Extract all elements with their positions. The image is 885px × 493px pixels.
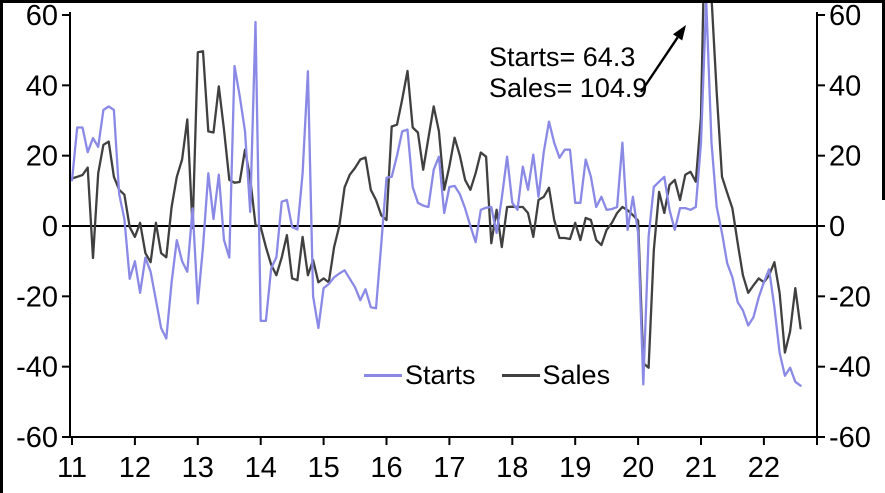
x-axis-labels: 11 12 13 14 15 16 17 18 19 20 21 22 — [57, 452, 780, 484]
legend: Starts Sales — [364, 360, 610, 391]
y-tick-label-left: 0 — [42, 211, 58, 243]
y-tick-label-right: -40 — [829, 352, 871, 384]
legend-label-starts: Starts — [405, 360, 476, 390]
y-tick-label-left: -20 — [16, 281, 58, 313]
y-tick-label-right: 20 — [829, 141, 861, 173]
y-tick-label-right: 60 — [829, 0, 861, 32]
annotation-arrow — [640, 25, 686, 93]
x-tick-label: 18 — [496, 452, 528, 484]
starts-line-swatch — [364, 374, 402, 377]
frame-border-left — [0, 0, 3, 493]
y-tick-label-left: -60 — [16, 422, 58, 454]
starts-line — [70, 3, 802, 387]
x-tick-label: 14 — [245, 452, 277, 484]
x-tick-label: 17 — [433, 452, 465, 484]
x-tick-label: 13 — [182, 452, 214, 484]
y-tick-label-left: -40 — [16, 352, 58, 384]
x-tick-label: 22 — [748, 452, 780, 484]
x-tick-label: 16 — [370, 452, 402, 484]
spike-annotation: Starts= 64.3 Sales= 104.9 — [489, 42, 647, 104]
annotation-starts-value: Starts= 64.3 — [489, 42, 636, 72]
y-tick-label-left: 40 — [26, 70, 58, 102]
x-tick-label: 15 — [307, 452, 339, 484]
frame-border-top — [0, 0, 885, 3]
y-tick-label-right: -60 — [829, 422, 871, 454]
x-tick-label: 19 — [559, 452, 591, 484]
y-axis-ticks — [62, 14, 825, 438]
x-tick-label: 11 — [57, 452, 87, 484]
y-tick-label-left: 60 — [26, 0, 58, 32]
x-tick-label: 12 — [119, 452, 151, 484]
annotation-sales-value: Sales= 104.9 — [489, 73, 648, 103]
y-tick-label-right: 40 — [829, 70, 861, 102]
y-tick-label-right: -20 — [829, 281, 871, 313]
legend-label-sales: Sales — [542, 360, 611, 390]
x-tick-label: 20 — [622, 452, 654, 484]
x-axis-ticks — [71, 437, 818, 445]
legend-entry-sales: Sales — [501, 360, 611, 391]
sales-line-swatch — [501, 374, 540, 377]
y-tick-label-left: 20 — [26, 141, 58, 173]
y-tick-label-right: 0 — [829, 211, 845, 243]
y-axis-labels: 60 60 40 40 20 20 0 0 -20 -20 -40 -40 -60 -60 — [16, 0, 871, 454]
legend-entry-starts: Starts — [364, 360, 476, 391]
x-tick-label: 21 — [685, 452, 717, 484]
frame-border-right — [882, 0, 885, 200]
sales-line — [70, 3, 802, 369]
